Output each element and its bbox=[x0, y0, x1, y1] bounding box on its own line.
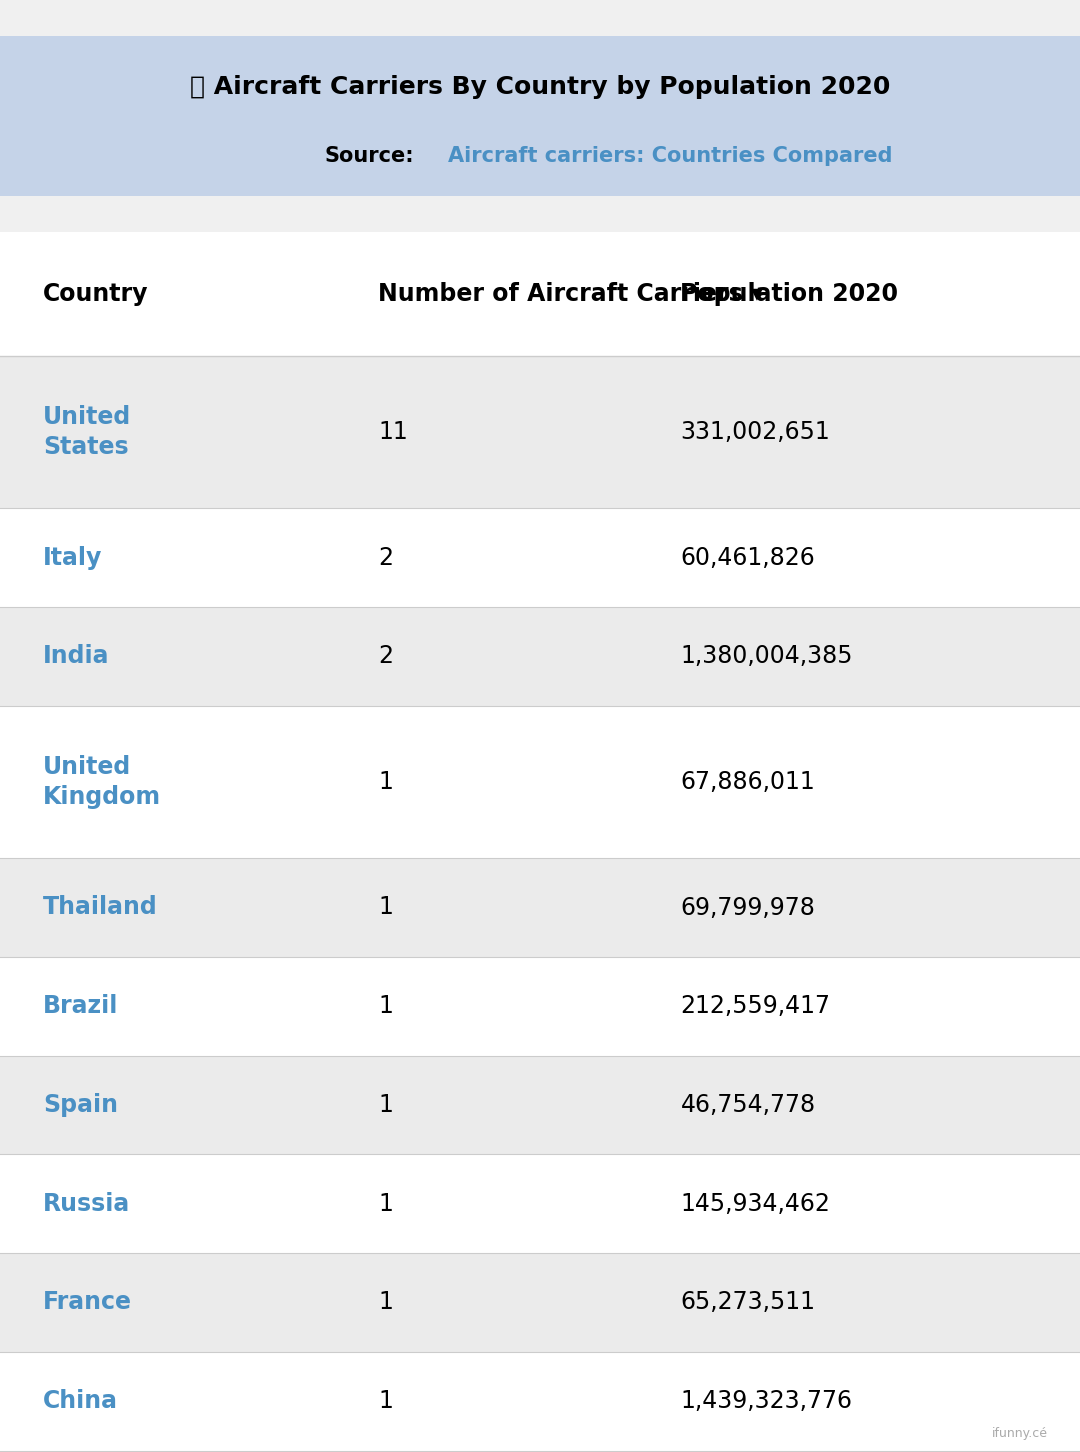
Text: Number of Aircraft Carriers ▾: Number of Aircraft Carriers ▾ bbox=[378, 282, 762, 306]
Text: ifunny.cé: ifunny.cé bbox=[991, 1427, 1048, 1440]
FancyBboxPatch shape bbox=[0, 232, 1080, 356]
Text: 69,799,978: 69,799,978 bbox=[680, 896, 815, 919]
FancyBboxPatch shape bbox=[0, 607, 1080, 706]
Text: Country: Country bbox=[43, 282, 149, 306]
Text: Aircraft carriers: Countries Compared: Aircraft carriers: Countries Compared bbox=[448, 147, 893, 166]
Text: Italy: Italy bbox=[43, 546, 103, 569]
Text: 1,439,323,776: 1,439,323,776 bbox=[680, 1390, 852, 1413]
Text: Source:: Source: bbox=[324, 147, 414, 166]
FancyBboxPatch shape bbox=[0, 1056, 1080, 1154]
Text: Spain: Spain bbox=[43, 1093, 118, 1117]
Text: 1: 1 bbox=[378, 995, 393, 1018]
Text: 1: 1 bbox=[378, 1093, 393, 1117]
Text: 67,886,011: 67,886,011 bbox=[680, 770, 815, 794]
Text: 212,559,417: 212,559,417 bbox=[680, 995, 831, 1018]
FancyBboxPatch shape bbox=[0, 957, 1080, 1056]
Text: 1: 1 bbox=[378, 770, 393, 794]
FancyBboxPatch shape bbox=[0, 356, 1080, 508]
Text: China: China bbox=[43, 1390, 118, 1413]
Text: 1: 1 bbox=[378, 896, 393, 919]
FancyBboxPatch shape bbox=[0, 508, 1080, 607]
Text: 1: 1 bbox=[378, 1390, 393, 1413]
Text: India: India bbox=[43, 645, 110, 668]
FancyBboxPatch shape bbox=[0, 1253, 1080, 1352]
Text: United
Kingdom: United Kingdom bbox=[43, 755, 161, 809]
FancyBboxPatch shape bbox=[0, 1352, 1080, 1451]
FancyBboxPatch shape bbox=[0, 706, 1080, 858]
Text: 1: 1 bbox=[378, 1291, 393, 1314]
Text: 46,754,778: 46,754,778 bbox=[680, 1093, 815, 1117]
Text: 145,934,462: 145,934,462 bbox=[680, 1192, 831, 1215]
FancyBboxPatch shape bbox=[0, 858, 1080, 957]
Text: 331,002,651: 331,002,651 bbox=[680, 420, 831, 444]
Text: 60,461,826: 60,461,826 bbox=[680, 546, 815, 569]
Text: 1,380,004,385: 1,380,004,385 bbox=[680, 645, 853, 668]
Text: Russia: Russia bbox=[43, 1192, 131, 1215]
Text: 🔗 Aircraft Carriers By Country by Population 2020: 🔗 Aircraft Carriers By Country by Popula… bbox=[190, 76, 890, 99]
Text: Thailand: Thailand bbox=[43, 896, 158, 919]
FancyBboxPatch shape bbox=[0, 196, 1080, 232]
Text: 2: 2 bbox=[378, 645, 393, 668]
Text: Brazil: Brazil bbox=[43, 995, 119, 1018]
Text: Population 2020: Population 2020 bbox=[680, 282, 899, 306]
Text: 1: 1 bbox=[378, 1192, 393, 1215]
FancyBboxPatch shape bbox=[0, 1154, 1080, 1253]
Text: 65,273,511: 65,273,511 bbox=[680, 1291, 815, 1314]
Text: France: France bbox=[43, 1291, 132, 1314]
Text: 11: 11 bbox=[378, 420, 408, 444]
FancyBboxPatch shape bbox=[0, 36, 1080, 196]
Text: 2: 2 bbox=[378, 546, 393, 569]
Text: United
States: United States bbox=[43, 405, 132, 459]
